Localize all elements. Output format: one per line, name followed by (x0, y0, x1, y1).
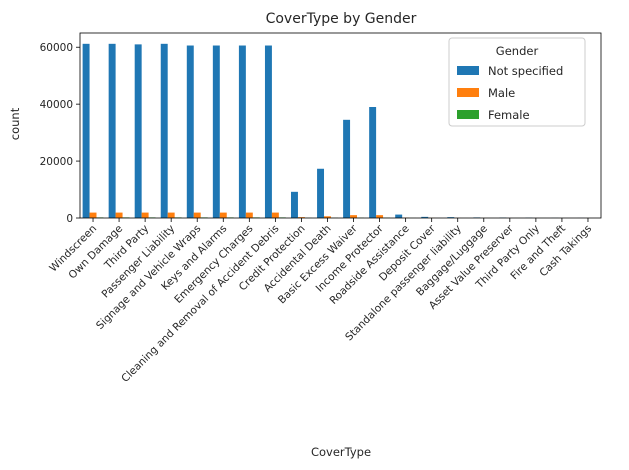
bar (134, 44, 142, 218)
legend-label: Not specified (488, 64, 563, 78)
bar (271, 212, 279, 218)
legend-box (448, 37, 586, 127)
bar (193, 212, 201, 218)
bar (238, 45, 246, 218)
legend-swatch (457, 110, 479, 119)
bar (219, 212, 227, 218)
bar (350, 215, 357, 218)
plot-area (79, 32, 602, 219)
plot-frame (79, 32, 602, 219)
legend: Gender Not specified Male Female (448, 37, 586, 127)
bar (376, 215, 384, 218)
bar (264, 45, 272, 218)
legend-swatch (457, 66, 479, 75)
bar (141, 212, 149, 218)
y-tick-label: 0 (66, 213, 73, 225)
bar (115, 212, 123, 218)
bar (343, 119, 351, 218)
bar (291, 191, 298, 218)
bar (369, 107, 377, 218)
legend-swatch (457, 88, 479, 97)
bar (186, 45, 194, 218)
y-axis-title: count (8, 107, 22, 140)
y-tick-label: 40000 (40, 99, 73, 111)
legend-label: Female (488, 108, 530, 122)
y-axis: 0 20000 40000 60000 (40, 42, 80, 225)
bar (108, 43, 116, 218)
bar (317, 168, 325, 218)
chart-title: CoverType by Gender (266, 11, 417, 27)
x-axis-title: CoverType (311, 445, 371, 459)
bar (447, 217, 455, 218)
bar (324, 216, 331, 218)
bar (421, 216, 429, 218)
legend-label: Male (488, 86, 515, 100)
bar (167, 212, 175, 218)
bar (245, 212, 253, 218)
bar (89, 212, 97, 218)
legend-title: Gender (496, 44, 539, 58)
y-tick-label: 20000 (40, 156, 73, 168)
bar (212, 45, 220, 218)
y-tick-label: 60000 (40, 42, 73, 54)
bar (395, 214, 403, 218)
bar (297, 217, 305, 218)
bar (160, 43, 168, 218)
bar (82, 43, 90, 218)
